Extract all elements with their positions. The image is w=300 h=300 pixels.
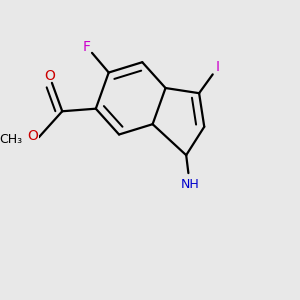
Text: NH: NH [180, 178, 199, 191]
Text: O: O [44, 69, 55, 83]
Text: I: I [216, 60, 220, 74]
Text: CH₃: CH₃ [0, 133, 22, 146]
Text: O: O [27, 129, 38, 143]
Text: F: F [83, 40, 91, 54]
